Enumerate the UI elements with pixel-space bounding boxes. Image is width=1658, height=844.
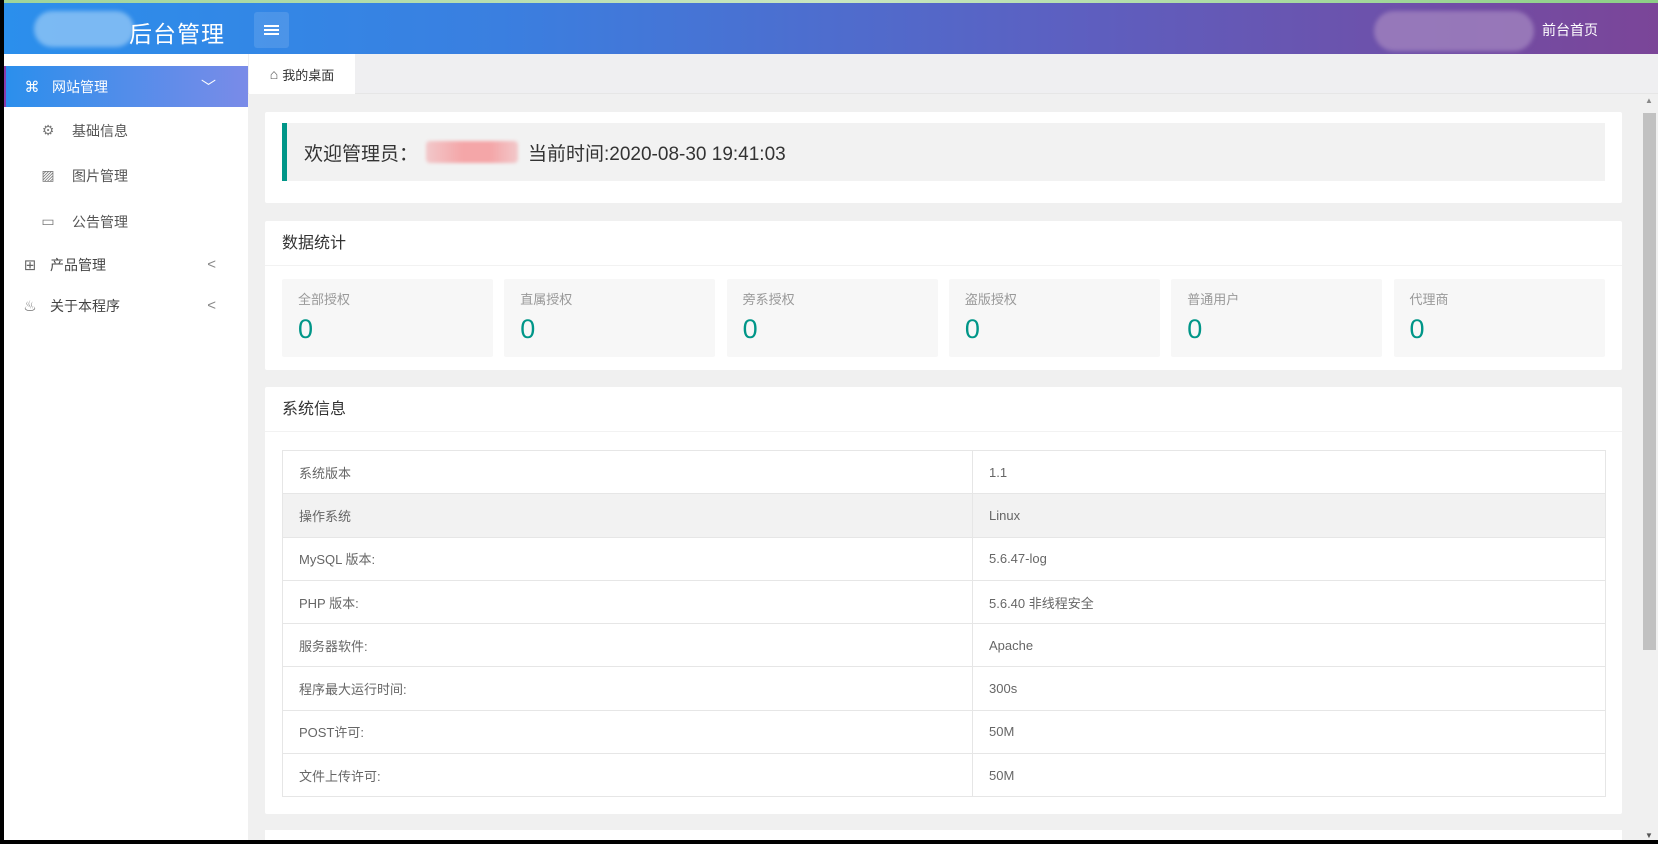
system-info-title: 系统信息 xyxy=(265,387,1622,432)
stats-title: 数据统计 xyxy=(265,221,1622,266)
admin-name-redacted xyxy=(426,141,519,163)
browser-strip xyxy=(4,0,1658,3)
sidebar-item-label: 基础信息 xyxy=(72,122,128,139)
app: 后台管理 前台首页 ⌘ 网站管理 ﹀ ⚙ 基础信息 ▨ 图片管理 ▭ 公告管理 … xyxy=(4,0,1658,840)
welcome-card: 欢迎管理员： 当前时间:2020-08-30 19:41:03 xyxy=(265,112,1622,203)
stat-label: 直属授权 xyxy=(520,292,573,307)
row-key: POST许可: xyxy=(282,709,973,755)
row-value: Linux xyxy=(972,493,1606,538)
scroll-down-icon[interactable]: ▼ xyxy=(1645,831,1653,840)
row-value: Apache xyxy=(972,623,1606,668)
stat-label: 代理商 xyxy=(1409,292,1449,307)
sidebar-item-label: 关于本程序 xyxy=(50,297,120,314)
system-info-card: 系统信息 系统版本 1.1 操作系统 Linux MySQL 版本: 5.6.47-log… xyxy=(265,387,1622,814)
tab-label: 我的桌面 xyxy=(282,67,335,83)
sidebar-item-about[interactable]: ♨ 关于本程序 < xyxy=(4,285,248,326)
row-value: 50M xyxy=(972,753,1606,798)
stat-value: 0 xyxy=(298,314,314,344)
sidebar-item-label: 产品管理 xyxy=(50,256,106,273)
stats-card: 数据统计 全部授权 0 直属授权 0 旁系授权 0 盗版授权 0 普通用户 0 代理商 0 xyxy=(265,221,1622,370)
stat-box: 旁系授权 0 xyxy=(726,279,938,357)
row-key: 操作系统 xyxy=(282,493,973,538)
gear-icon: ⚙ xyxy=(41,122,55,138)
stat-label: 旁系授权 xyxy=(742,292,795,307)
logo-redacted xyxy=(34,11,134,47)
tab-bar: ⌂ 我的桌面 xyxy=(248,54,1658,94)
chevron-left-icon: < xyxy=(207,297,216,314)
sidebar-item-product-management[interactable]: ⊞ 产品管理 < xyxy=(4,244,248,285)
front-page-link[interactable]: 前台首页 xyxy=(1542,22,1598,38)
home-icon: ⌂ xyxy=(269,66,279,82)
stat-box: 全部授权 0 xyxy=(282,279,493,357)
row-key: 文件上传许可: xyxy=(282,753,973,798)
system-info-table: 系统版本 1.1 操作系统 Linux MySQL 版本: 5.6.47-log PHP 版… xyxy=(282,449,1606,798)
stat-value: 0 xyxy=(1409,314,1425,344)
logo-text: 后台管理 xyxy=(129,21,225,47)
row-value: 300s xyxy=(972,666,1606,711)
stat-label: 盗版授权 xyxy=(964,292,1017,307)
scrollbar[interactable]: ▲ ▼ xyxy=(1641,94,1658,840)
fire-icon: ♨ xyxy=(23,297,37,315)
sidebar-item-label: 图片管理 xyxy=(72,167,128,184)
gift-icon: ⊞ xyxy=(23,256,37,274)
chevron-down-icon: ﹀ xyxy=(200,79,216,96)
stat-box: 代理商 0 xyxy=(1393,279,1605,357)
current-time: 当前时间:2020-08-30 19:41:03 xyxy=(528,143,786,165)
row-value: 5.6.40 非线程安全 xyxy=(972,579,1606,625)
header: 后台管理 前台首页 xyxy=(4,3,1658,54)
table-row: 服务器软件: Apache xyxy=(282,623,1606,668)
user-redacted[interactable] xyxy=(1374,11,1534,51)
menu-toggle-button[interactable] xyxy=(254,12,289,48)
stat-value: 0 xyxy=(1187,314,1203,344)
stat-value: 0 xyxy=(520,314,536,344)
sidebar: ⌘ 网站管理 ﹀ ⚙ 基础信息 ▨ 图片管理 ▭ 公告管理 ⊞ 产品管理 < ♨… xyxy=(4,54,248,840)
table-row: MySQL 版本: 5.6.47-log xyxy=(282,536,1606,581)
table-row: 程序最大运行时间: 300s xyxy=(282,666,1606,711)
row-key: 系统版本 xyxy=(282,449,973,495)
row-key: 服务器软件: xyxy=(282,623,973,668)
row-key: PHP 版本: xyxy=(282,579,973,625)
stat-box: 盗版授权 0 xyxy=(948,279,1160,357)
hamburger-icon xyxy=(264,23,279,37)
table-row: 操作系统 Linux xyxy=(282,493,1606,538)
next-card xyxy=(265,830,1622,840)
message-icon: ▭ xyxy=(41,213,55,229)
sidebar-item-image-management[interactable]: ▨ 图片管理 xyxy=(4,155,248,196)
row-key: 程序最大运行时间: xyxy=(282,666,973,711)
sidebar-item-notice-management[interactable]: ▭ 公告管理 xyxy=(4,201,248,242)
stat-box: 直属授权 0 xyxy=(504,279,716,357)
sidebar-item-site-management[interactable]: ⌘ 网站管理 ﹀ xyxy=(4,66,248,107)
cluster-icon: ⌘ xyxy=(24,78,40,96)
row-value: 50M xyxy=(972,709,1606,755)
image-icon: ▨ xyxy=(41,167,55,183)
stat-label: 普通用户 xyxy=(1187,292,1240,307)
stat-value: 0 xyxy=(964,314,980,344)
sidebar-item-label: 网站管理 xyxy=(52,78,108,95)
row-value: 5.6.47-log xyxy=(972,536,1606,581)
row-value: 1.1 xyxy=(972,449,1606,495)
table-row: PHP 版本: 5.6.40 非线程安全 xyxy=(282,579,1606,625)
table-row: 系统版本 1.1 xyxy=(282,449,1606,495)
stat-box: 普通用户 0 xyxy=(1171,279,1383,357)
chevron-left-icon: < xyxy=(207,256,216,273)
scroll-up-icon[interactable]: ▲ xyxy=(1645,96,1653,105)
sidebar-item-label: 公告管理 xyxy=(72,213,128,230)
welcome-prefix: 欢迎管理员： xyxy=(304,143,419,165)
stat-label: 全部授权 xyxy=(298,292,351,307)
sidebar-item-basic-info[interactable]: ⚙ 基础信息 xyxy=(4,110,248,151)
table-row: POST许可: 50M xyxy=(282,709,1606,755)
table-row: 文件上传许可: 50M xyxy=(282,753,1606,798)
row-key: MySQL 版本: xyxy=(282,536,973,581)
stat-value: 0 xyxy=(742,314,758,344)
welcome-banner: 欢迎管理员： 当前时间:2020-08-30 19:41:03 xyxy=(282,123,1605,181)
scrollbar-thumb[interactable] xyxy=(1643,113,1656,650)
tab-my-desktop[interactable]: ⌂ 我的桌面 xyxy=(249,54,355,94)
